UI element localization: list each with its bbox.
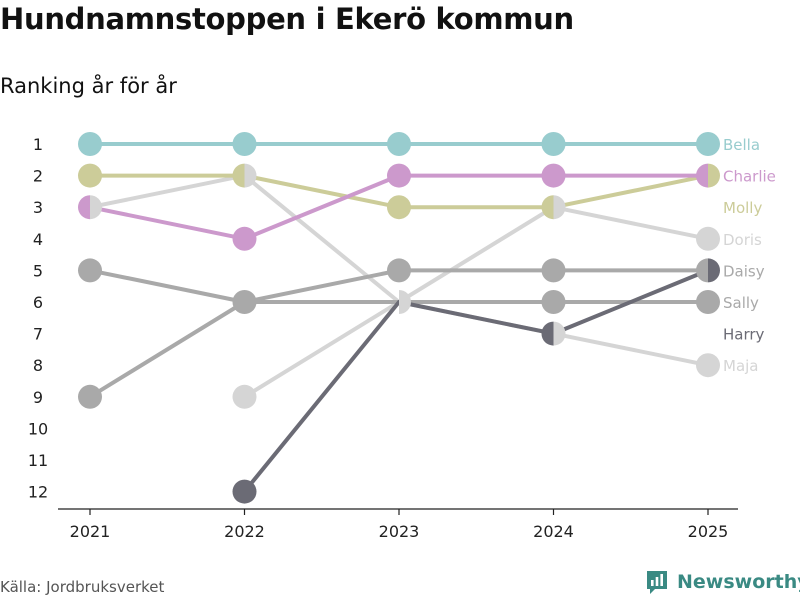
y-tick-label: 11 <box>28 451 48 470</box>
data-point-daisy <box>387 258 411 283</box>
data-point-molly <box>78 163 102 188</box>
series-label-charlie: Charlie <box>723 168 776 186</box>
y-tick-label: 8 <box>33 356 43 375</box>
source-note: Källa: Jordbruksverket <box>0 578 165 596</box>
data-point-sally <box>244 290 257 314</box>
x-tick-label: 2025 <box>688 522 729 541</box>
y-tick-label: 3 <box>33 198 43 217</box>
data-point-daisy <box>232 290 245 314</box>
data-point-daisy <box>78 384 102 409</box>
data-point-doris <box>696 226 720 251</box>
data-point-maja <box>696 353 720 378</box>
series-label-bella: Bella <box>723 136 760 154</box>
series-label-harry: Harry <box>723 326 765 344</box>
data-point-maja <box>553 321 566 346</box>
data-point-harry <box>232 479 257 504</box>
brand-name: Newsworthy <box>677 571 800 593</box>
y-tick-label: 12 <box>28 483 48 502</box>
series-label-sally: Sally <box>723 294 759 312</box>
data-point-charlie <box>78 195 90 220</box>
data-point-molly <box>708 163 720 188</box>
y-tick-label: 10 <box>28 419 48 438</box>
x-tick-label: 2022 <box>224 522 265 541</box>
data-point-maja <box>232 384 257 409</box>
data-point-doris <box>553 195 566 220</box>
data-point-daisy <box>541 258 566 283</box>
data-point-maja <box>399 290 411 314</box>
y-tick-label: 1 <box>33 135 43 154</box>
data-point-bella <box>387 132 411 156</box>
series-line-harry <box>242 268 710 494</box>
data-point-sally <box>78 258 102 283</box>
data-point-molly <box>541 195 554 220</box>
data-point-sally <box>696 290 720 314</box>
data-point-molly <box>232 163 245 188</box>
data-point-doris <box>244 163 257 188</box>
series-label-maja: Maja <box>723 357 759 375</box>
series-label-doris: Doris <box>723 231 762 249</box>
newsworthy-logo-icon <box>647 571 667 594</box>
y-tick-label: 6 <box>33 293 43 312</box>
data-point-molly <box>387 195 411 220</box>
data-point-doris <box>90 195 102 220</box>
data-point-charlie <box>541 163 566 188</box>
chart-title: Hundnamnstoppen i Ekerö kommun <box>0 2 574 36</box>
chart-subtitle: Ranking år för år <box>0 74 177 98</box>
x-tick-label: 2024 <box>533 522 574 541</box>
data-point-harry <box>541 321 554 346</box>
data-point-charlie <box>696 163 708 188</box>
data-point-harry <box>708 258 720 283</box>
x-tick-label: 2023 <box>379 522 420 541</box>
series-label-daisy: Daisy <box>723 262 765 280</box>
data-point-daisy <box>696 258 708 283</box>
y-tick-label: 2 <box>33 167 43 186</box>
data-point-charlie <box>232 226 257 251</box>
x-tick-label: 2021 <box>70 522 111 541</box>
data-point-bella <box>78 132 102 156</box>
y-tick-label: 5 <box>33 261 43 280</box>
y-tick-label: 4 <box>33 230 43 249</box>
data-point-bella <box>541 132 566 156</box>
data-point-sally <box>541 290 566 314</box>
brand-logo: Newsworthy <box>645 569 800 595</box>
y-tick-label: 9 <box>33 388 43 407</box>
series-label-molly: Molly <box>723 199 762 217</box>
data-point-bella <box>696 132 720 156</box>
data-point-bella <box>232 132 257 156</box>
y-tick-label: 7 <box>33 325 43 344</box>
data-point-charlie <box>387 163 411 188</box>
